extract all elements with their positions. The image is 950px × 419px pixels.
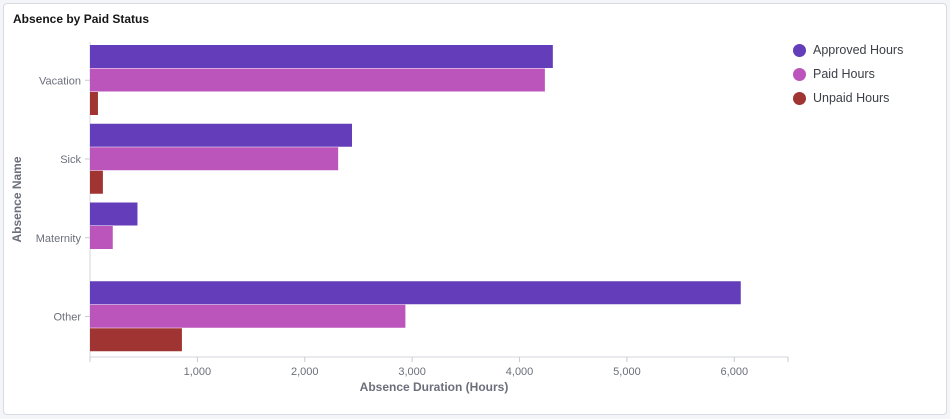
- x-tick-label: 1,000: [184, 366, 212, 378]
- bar-vacation-paid-hours[interactable]: [90, 68, 545, 92]
- y-tick-label: Sick: [60, 154, 81, 166]
- legend-item[interactable]: Paid Hours: [793, 62, 903, 86]
- chart-title: Absence by Paid Status: [13, 12, 150, 26]
- legend-item[interactable]: Approved Hours: [793, 38, 903, 62]
- y-tick-label: Vacation: [39, 75, 81, 87]
- legend-swatch: [793, 67, 806, 81]
- bar-vacation-approved-hours[interactable]: [90, 45, 553, 68]
- bar-vacation-unpaid-hours[interactable]: [90, 92, 98, 115]
- legend-item[interactable]: Unpaid Hours: [793, 86, 903, 110]
- y-tick-label: Other: [53, 312, 81, 324]
- x-axis-label: Absence Duration (Hours): [360, 380, 509, 394]
- bar-other-approved-hours[interactable]: [90, 281, 741, 305]
- x-tick-label: 4,000: [506, 366, 534, 378]
- x-tick-label: 6,000: [721, 366, 749, 378]
- y-tick-label: Maternity: [36, 233, 82, 245]
- y-axis-label: Absence Name: [10, 156, 24, 242]
- bar-other-paid-hours[interactable]: [90, 304, 406, 328]
- bar-sick-unpaid-hours[interactable]: [90, 170, 103, 194]
- bar-sick-approved-hours[interactable]: [90, 123, 353, 147]
- bar-maternity-approved-hours[interactable]: [90, 202, 138, 226]
- bar-maternity-paid-hours[interactable]: [90, 226, 113, 249]
- x-tick-label: 3,000: [398, 366, 426, 378]
- legend-label: Unpaid Hours: [813, 91, 890, 105]
- legend-label: Approved Hours: [813, 43, 904, 57]
- bar-sick-paid-hours[interactable]: [90, 147, 339, 171]
- legend: Approved Hours Paid Hours Unpaid Hours: [793, 38, 903, 110]
- legend-label: Paid Hours: [813, 67, 875, 81]
- bar-other-unpaid-hours[interactable]: [90, 328, 182, 352]
- x-tick-label: 2,000: [291, 366, 319, 378]
- x-tick-label: 5,000: [613, 366, 641, 378]
- legend-swatch: [793, 43, 806, 57]
- legend-swatch: [793, 91, 806, 105]
